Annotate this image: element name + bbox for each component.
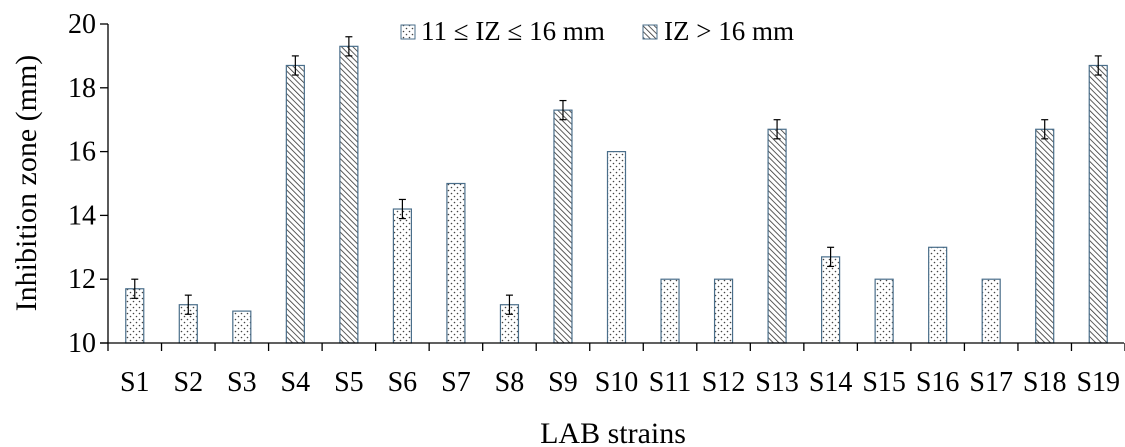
x-tick-label: S3 [227, 367, 257, 398]
x-tick-label: S2 [174, 367, 204, 398]
x-tick-label: S17 [969, 367, 1013, 398]
x-tick-label: S10 [595, 367, 639, 398]
error-bar-S6 [398, 198, 406, 220]
error-bar-S2 [184, 294, 192, 315]
x-tick-label: S19 [1076, 367, 1120, 398]
legend-label-dots: 11 ≤ IZ ≤ 16 mm [421, 16, 605, 46]
bar-S16 [928, 246, 948, 344]
bar-S3 [232, 310, 252, 344]
x-tick-label: S5 [334, 367, 364, 398]
error-bar-S5 [345, 36, 353, 57]
error-bar-S4 [291, 55, 299, 76]
y-tick-label: 14 [68, 200, 96, 231]
bar-S19 [1088, 64, 1108, 344]
bar-S4 [285, 64, 305, 344]
error-bar-S9 [559, 99, 567, 121]
x-tick-label: S7 [441, 367, 471, 398]
error-bar-S19 [1094, 55, 1102, 76]
bar-S17 [981, 278, 1001, 344]
legend: 11 ≤ IZ ≤ 16 mm IZ > 16 mm [400, 16, 794, 46]
y-axis-title: Inhibition zone (mm) [10, 55, 43, 312]
error-bar-S1 [131, 278, 139, 299]
bar-S11 [660, 278, 680, 344]
bar-S13 [767, 128, 787, 344]
bar-S12 [713, 278, 734, 344]
bar-S6 [392, 208, 412, 344]
error-bar-S8 [505, 294, 513, 315]
bar-S9 [553, 109, 573, 344]
x-tick-label: S4 [281, 367, 311, 398]
legend-swatch-dots [400, 24, 416, 40]
error-bar-S13 [773, 119, 781, 140]
y-tick-label: 18 [68, 73, 96, 104]
x-tick-label: S9 [548, 367, 578, 398]
y-tick-label: 16 [68, 137, 96, 168]
bar-S10 [606, 151, 627, 344]
x-tick-label: S12 [702, 367, 746, 398]
error-bar-S14 [827, 246, 835, 268]
x-tick-label: S8 [495, 367, 525, 398]
axes-group [100, 23, 1125, 351]
x-tick-label: S18 [1023, 367, 1067, 398]
x-tick-label: S6 [388, 367, 418, 398]
x-tick-label: S11 [649, 367, 692, 398]
bars-group [125, 45, 1108, 344]
x-tick-label: S13 [755, 367, 799, 398]
bar-S14 [821, 256, 841, 344]
y-tick-label: 12 [68, 264, 96, 295]
legend-label-hatch: IZ > 16 mm [664, 16, 794, 46]
x-tick-label: S14 [809, 367, 853, 398]
y-tick-label: 20 [68, 9, 96, 40]
bar-S5 [339, 45, 359, 344]
x-tick-label: S1 [120, 367, 150, 398]
x-tick-label: S15 [862, 367, 906, 398]
tick-labels-group: 10 12 14 16 18 20 S1 S2 S3 S4 S5 S6 S7 S8 S9 S10 S11 S12 S… [68, 9, 1120, 398]
bar-S15 [874, 278, 894, 344]
legend-swatch-hatch [642, 24, 658, 40]
error-bars-group [131, 36, 1102, 315]
error-bar-S18 [1041, 119, 1049, 140]
x-axis-title: LAB strains [540, 417, 686, 447]
bar-S7 [446, 182, 466, 344]
y-tick-label: 10 [68, 328, 96, 359]
bar-S18 [1035, 128, 1055, 344]
x-tick-label: S16 [916, 367, 960, 398]
